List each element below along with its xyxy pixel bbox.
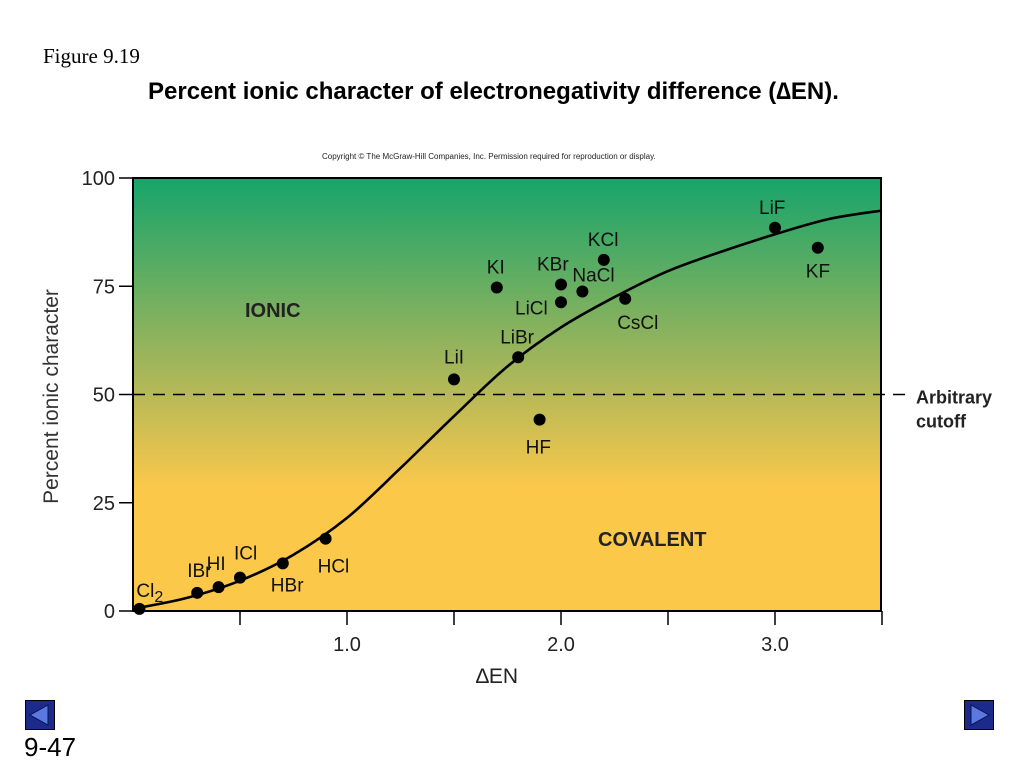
data-label: CsCl (617, 313, 658, 334)
data-label: HBr (271, 575, 304, 596)
data-point-icl (234, 571, 246, 584)
x-tick-label: 3.0 (761, 634, 789, 656)
trend-curve (132, 209, 883, 611)
previous-slide-button[interactable] (25, 700, 55, 730)
data-label: Cl2 (136, 581, 163, 606)
data-point-libr (512, 351, 525, 364)
data-label: HI (207, 554, 226, 575)
data-label: HCl (318, 557, 350, 578)
data-label: HF (526, 438, 551, 459)
data-point-hcl (319, 532, 332, 545)
data-point-ibr (191, 586, 204, 599)
x-axis-label: ∆EN (476, 665, 518, 688)
cutoff-label-line2: cutoff (916, 412, 967, 432)
data-label: NaCl (572, 265, 614, 286)
data-point-hf (533, 413, 546, 426)
data-label: IBr (187, 561, 212, 582)
data-label: KI (487, 258, 505, 279)
data-point-kbr (555, 278, 567, 291)
data-point-cl2 (133, 602, 146, 615)
x-tick-label: 1.0 (333, 634, 361, 656)
slide-number: 9-47 (24, 732, 77, 762)
data-point-kf (811, 241, 824, 254)
data-label: LiCl (515, 298, 548, 319)
data-point-kcl (597, 253, 610, 266)
figure-label: Figure 9.19 (43, 44, 140, 68)
x-tick-label: 2.0 (547, 634, 575, 656)
region-labels: IONIC COVALENT (245, 300, 707, 551)
data-point-cscl (619, 292, 632, 305)
y-tick-label: 75 (93, 276, 115, 298)
data-point-nacl (576, 285, 589, 298)
data-label: LiI (444, 347, 464, 368)
region-label-ionic: IONIC (245, 300, 301, 322)
y-tick-label: 100 (82, 168, 115, 190)
left-arrow-icon (28, 704, 49, 726)
data-point-hi (212, 581, 225, 594)
chart: 0 25 50 75 100 1.0 2.0 3.0 ∆EN Percent ionic char… (40, 168, 992, 688)
data-label: KCl (588, 230, 619, 251)
data-point-lii (448, 373, 460, 386)
copyright-notice: Copyright © The McGraw-Hill Companies, I… (322, 152, 656, 161)
data-label: KBr (537, 255, 569, 276)
data-label: ICl (234, 544, 257, 565)
data-label: LiF (759, 198, 785, 219)
data-point-licl (555, 296, 567, 309)
data-point-lif (769, 221, 781, 234)
y-tick-label: 25 (93, 493, 115, 515)
cutoff-line-group: Arbitrary cutoff (133, 388, 992, 432)
slide-title: Percent ionic character of electronegati… (148, 78, 839, 105)
data-label: KF (806, 262, 830, 283)
data-point-ki (490, 281, 503, 294)
y-tick-label: 50 (93, 385, 115, 407)
y-axis-label: Percent ionic character (40, 289, 63, 504)
region-label-covalent: COVALENT (598, 529, 707, 551)
y-tick-label: 0 (104, 601, 115, 623)
cutoff-label-line1: Arbitrary (916, 388, 992, 408)
axes: 0 25 50 75 100 1.0 2.0 3.0 ∆EN Percent ionic char… (40, 168, 883, 688)
right-arrow-icon (970, 704, 991, 726)
next-slide-button[interactable] (964, 700, 994, 730)
data-label: LiBr (500, 327, 534, 348)
data-point-hbr (276, 557, 289, 570)
